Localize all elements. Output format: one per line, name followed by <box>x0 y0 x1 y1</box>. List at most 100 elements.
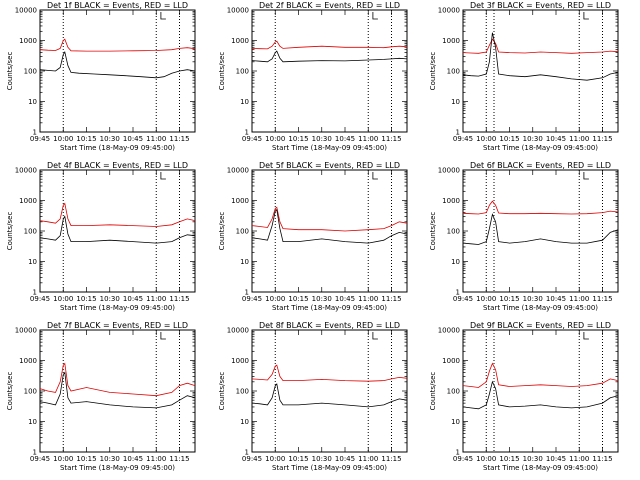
x-tick-label: 10:45 <box>123 295 143 303</box>
y-tick-label: 1 <box>33 449 37 457</box>
x-tick-label: 09:45 <box>242 455 262 463</box>
y-tick-label: 100 <box>236 388 249 396</box>
y-tick-label: 10 <box>240 98 249 106</box>
interval-marker <box>372 12 378 20</box>
x-tick-label: 10:00 <box>476 455 496 463</box>
y-tick-label: 100 <box>447 228 460 236</box>
y-axis-label: Counts/sec <box>429 372 437 411</box>
panel-title: Det 3f BLACK = Events, RED = LLD <box>470 1 611 10</box>
x-tick-label: 10:45 <box>123 455 143 463</box>
lld-series-line <box>39 38 196 52</box>
interval-marker <box>160 172 166 180</box>
events-series-line <box>462 380 619 410</box>
lld-series-line <box>251 40 408 50</box>
panel-title: Det 8f BLACK = Events, RED = LLD <box>259 321 400 330</box>
y-tick-label: 10 <box>451 258 460 266</box>
y-tick-label: 1 <box>456 129 460 137</box>
x-tick-label: 09:45 <box>30 135 50 143</box>
y-tick-label: 10 <box>240 418 249 426</box>
x-tick-label: 10:15 <box>288 135 308 143</box>
x-tick-label: 10:30 <box>523 455 543 463</box>
y-tick-label: 1 <box>456 289 460 297</box>
x-tick-label: 10:45 <box>335 135 355 143</box>
x-tick-label: 11:15 <box>169 455 189 463</box>
x-tick-label: 10:45 <box>546 455 566 463</box>
y-axis-label: Counts/sec <box>218 212 226 251</box>
x-tick-label: 09:45 <box>242 295 262 303</box>
panel-1: Det 1f BLACK = Events, RED = LLD 1 10 100 10… <box>6 1 196 152</box>
events-series-line <box>39 215 196 244</box>
x-tick-label: 11:15 <box>381 135 401 143</box>
events-series-line <box>251 383 408 408</box>
y-tick-label: 100 <box>236 228 249 236</box>
y-tick-label: 1 <box>245 129 249 137</box>
y-axis-label: Counts/sec <box>429 212 437 251</box>
x-tick-label: 10:15 <box>499 135 519 143</box>
y-tick-label: 10000 <box>227 167 249 175</box>
panel-3: Det 3f BLACK = Events, RED = LLD 1 10 100 10… <box>429 1 619 152</box>
x-tick-label: 11:00 <box>146 455 166 463</box>
y-tick-label: 10 <box>451 98 460 106</box>
y-tick-label: 1 <box>245 289 249 297</box>
x-tick-label: 10:15 <box>76 135 96 143</box>
panel-title: Det 1f BLACK = Events, RED = LLD <box>47 1 188 10</box>
x-axis-label: Start Time (18-May-09 09:45:00) <box>60 464 175 472</box>
y-tick-label: 10 <box>28 98 37 106</box>
x-tick-label: 11:15 <box>169 295 189 303</box>
x-tick-label: 10:30 <box>100 295 120 303</box>
x-tick-label: 10:30 <box>100 135 120 143</box>
x-tick-label: 10:30 <box>523 295 543 303</box>
panel-7: Det 7f BLACK = Events, RED = LLD 1 10 100 10… <box>6 321 196 472</box>
x-axis-label: Start Time (18-May-09 09:45:00) <box>60 304 175 312</box>
y-tick-label: 1 <box>245 449 249 457</box>
events-series-line <box>462 213 619 245</box>
y-tick-label: 1000 <box>19 357 37 365</box>
panel-4: Det 4f BLACK = Events, RED = LLD 1 10 100 10… <box>6 161 196 312</box>
panel-9: Det 9f BLACK = Events, RED = LLD 1 10 100 10… <box>429 321 619 472</box>
x-tick-label: 10:15 <box>499 455 519 463</box>
events-series-line <box>462 32 619 81</box>
x-tick-label: 10:00 <box>476 295 496 303</box>
x-tick-label: 11:00 <box>146 135 166 143</box>
y-tick-label: 1000 <box>19 197 37 205</box>
y-tick-label: 1000 <box>442 197 460 205</box>
y-tick-label: 10000 <box>15 167 37 175</box>
panel-title: Det 4f BLACK = Events, RED = LLD <box>47 161 188 170</box>
lld-series-line <box>251 206 408 232</box>
y-axis-label: Counts/sec <box>429 52 437 91</box>
y-tick-label: 10000 <box>15 7 37 15</box>
x-tick-label: 11:00 <box>569 135 589 143</box>
panel-title: Det 7f BLACK = Events, RED = LLD <box>47 321 188 330</box>
x-tick-label: 10:45 <box>123 135 143 143</box>
x-tick-label: 11:15 <box>592 455 612 463</box>
lld-series-line <box>462 200 619 215</box>
x-tick-label: 10:15 <box>76 295 96 303</box>
x-tick-label: 11:00 <box>146 295 166 303</box>
interval-marker <box>583 12 589 20</box>
y-tick-label: 10000 <box>438 7 460 15</box>
interval-marker <box>372 172 378 180</box>
y-tick-label: 1000 <box>442 357 460 365</box>
x-tick-label: 11:00 <box>569 295 589 303</box>
y-axis-label: Counts/sec <box>6 52 14 91</box>
lld-series-line <box>251 364 408 382</box>
panel-6: Det 6f BLACK = Events, RED = LLD 1 10 100 10… <box>429 161 619 312</box>
y-tick-label: 10000 <box>15 327 37 335</box>
y-axis-label: Counts/sec <box>218 52 226 91</box>
x-tick-label: 10:15 <box>499 295 519 303</box>
x-tick-label: 10:45 <box>335 295 355 303</box>
y-tick-label: 10 <box>451 418 460 426</box>
x-tick-label: 10:15 <box>76 455 96 463</box>
y-tick-label: 100 <box>447 388 460 396</box>
x-tick-label: 10:30 <box>312 455 332 463</box>
y-tick-label: 10 <box>28 258 37 266</box>
y-tick-label: 1000 <box>19 37 37 45</box>
y-tick-label: 100 <box>24 68 37 76</box>
y-tick-label: 10000 <box>227 327 249 335</box>
y-tick-label: 10000 <box>438 167 460 175</box>
x-axis-label: Start Time (18-May-09 09:45:00) <box>272 304 387 312</box>
interval-marker <box>160 12 166 20</box>
x-axis-label: Start Time (18-May-09 09:45:00) <box>272 464 387 472</box>
x-tick-label: 10:30 <box>312 135 332 143</box>
